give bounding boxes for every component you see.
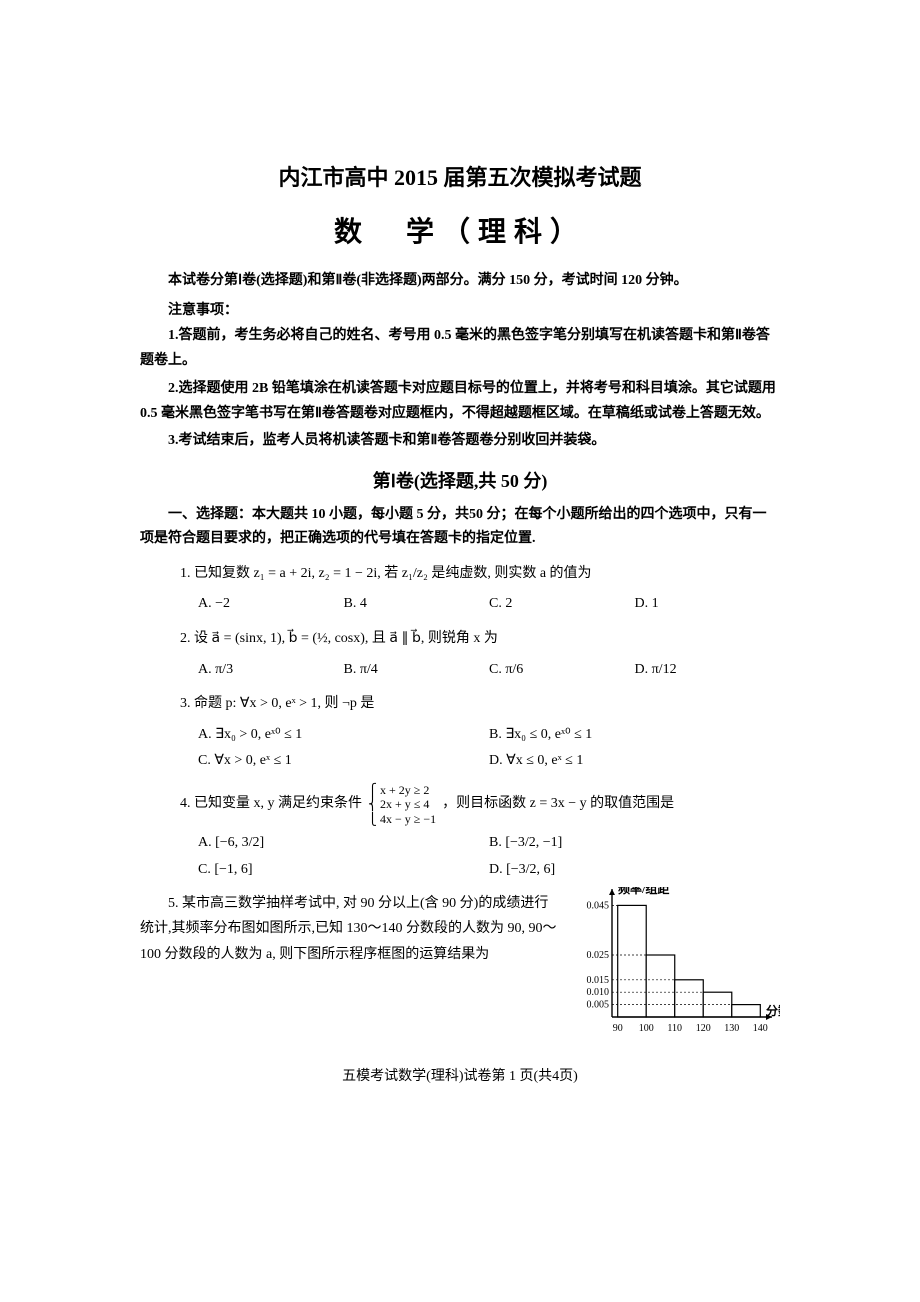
q4-opt-b: B. [−3/2, −1]	[489, 830, 780, 857]
q2-opt-a: A. π/3	[198, 657, 344, 684]
svg-text:110: 110	[667, 1023, 682, 1034]
q2-stem: 2. 设 a⃗ = (sinx, 1), b⃗ = (½, cosx), 且 a…	[180, 626, 780, 653]
svg-text:0.025: 0.025	[587, 950, 610, 961]
svg-text:频率/组距: 频率/组距	[618, 887, 669, 896]
q4-opt-d: D. [−3/2, 6]	[489, 857, 780, 884]
histogram-chart: 0.005 0.0100.015 0.025 0.045 90 100 110 120 130 1…	[566, 887, 780, 1047]
histogram-svg: 0.005 0.0100.015 0.025 0.045 90 100 110 120 130 1…	[566, 887, 780, 1047]
exam-title: 内江市高中 2015 届第五次模拟考试题	[140, 160, 780, 192]
question-5: 5. 某市高三数学抽样考试中, 对 90 分以上(含 90 分)的成绩进行统计,…	[140, 891, 780, 1047]
intro-text: 本试卷分第Ⅰ卷(选择题)和第Ⅱ卷(非选择题)两部分。满分 150 分，考试时间 …	[140, 268, 780, 293]
q4-stem: 4. 已知变量 x, y 满足约束条件 ⎧ x + 2y ≥ 2 ⎨ 2x + …	[180, 783, 780, 826]
notice-heading: 注意事项：	[140, 299, 780, 319]
q2-opt-b: B. π/4	[344, 657, 490, 684]
q5-stem: 5. 某市高三数学抽样考试中, 对 90 分以上(含 90 分)的成绩进行统计,…	[140, 891, 566, 967]
q1-opt-c: C. 2	[489, 591, 635, 618]
svg-text:130: 130	[724, 1023, 739, 1034]
q2-opt-d: D. π/12	[635, 657, 781, 684]
q1-opt-b: B. 4	[344, 591, 490, 618]
q3-opt-b: B. ∃x₀ ≤ 0, eˣ⁰ ≤ 1	[489, 722, 780, 749]
q1-stem: 1. 已知复数 z₁ = a + 2i, z₂ = 1 − 2i, 若 z₁/z…	[180, 561, 780, 588]
question-3: 3. 命题 p: ∀x > 0, eˣ > 1, 则 ¬p 是 A. ∃x₀ >…	[140, 691, 780, 775]
exam-subject: 数 学（理科）	[140, 210, 780, 250]
svg-text:90: 90	[613, 1023, 623, 1034]
svg-text:100: 100	[639, 1023, 654, 1034]
q3-opt-c: C. ∀x > 0, eˣ ≤ 1	[198, 748, 489, 775]
svg-text:120: 120	[696, 1023, 711, 1034]
q1-opt-a: A. −2	[198, 591, 344, 618]
q4-opt-a: A. [−6, 3/2]	[198, 830, 489, 857]
svg-text:0.010: 0.010	[587, 987, 610, 998]
page-footer: 五模考试数学(理科)试卷第 1 页(共4页)	[140, 1065, 780, 1085]
svg-text:分数: 分数	[766, 1003, 780, 1018]
q3-opt-d: D. ∀x ≤ 0, eˣ ≤ 1	[489, 748, 780, 775]
svg-text:140: 140	[753, 1023, 768, 1034]
q1-opt-d: D. 1	[635, 591, 781, 618]
section-1-intro: 一、选择题：本大题共 10 小题，每小题 5 分，共50 分；在每个小题所给出的…	[140, 503, 780, 551]
question-4: 4. 已知变量 x, y 满足约束条件 ⎧ x + 2y ≥ 2 ⎨ 2x + …	[140, 783, 780, 883]
q4-opt-c: C. [−1, 6]	[198, 857, 489, 884]
q4-constraints: ⎧ x + 2y ≥ 2 ⎨ 2x + y ≤ 4 ⎩ 4x − y ≥ −1	[368, 783, 436, 826]
section-1-header: 第Ⅰ卷(选择题,共 50 分)	[140, 467, 780, 493]
question-1: 1. 已知复数 z₁ = a + 2i, z₂ = 1 − 2i, 若 z₁/z…	[140, 561, 780, 618]
q3-stem: 3. 命题 p: ∀x > 0, eˣ > 1, 则 ¬p 是	[180, 691, 780, 718]
q3-opt-a: A. ∃x₀ > 0, eˣ⁰ ≤ 1	[198, 722, 489, 749]
q4-stem-post: ，则目标函数 z = 3x − y 的取值范围是	[442, 791, 674, 818]
q2-opt-c: C. π/6	[489, 657, 635, 684]
question-2: 2. 设 a⃗ = (sinx, 1), b⃗ = (½, cosx), 且 a…	[140, 626, 780, 683]
svg-text:0.005: 0.005	[587, 1000, 610, 1011]
notice-1: 1.答题前，考生务必将自己的姓名、考号用 0.5 毫米的黑色签字笔分别填写在机读…	[140, 323, 780, 373]
svg-text:0.015: 0.015	[587, 975, 610, 986]
q4-stem-pre: 4. 已知变量 x, y 满足约束条件	[180, 791, 362, 818]
svg-text:0.045: 0.045	[587, 901, 610, 912]
notice-2: 2.选择题使用 2B 铅笔填涂在机读答题卡对应题目标号的位置上，并将考号和科目填…	[140, 376, 780, 426]
notice-3: 3.考试结束后，监考人员将机读答题卡和第Ⅱ卷答题卷分别收回并装袋。	[140, 428, 780, 453]
